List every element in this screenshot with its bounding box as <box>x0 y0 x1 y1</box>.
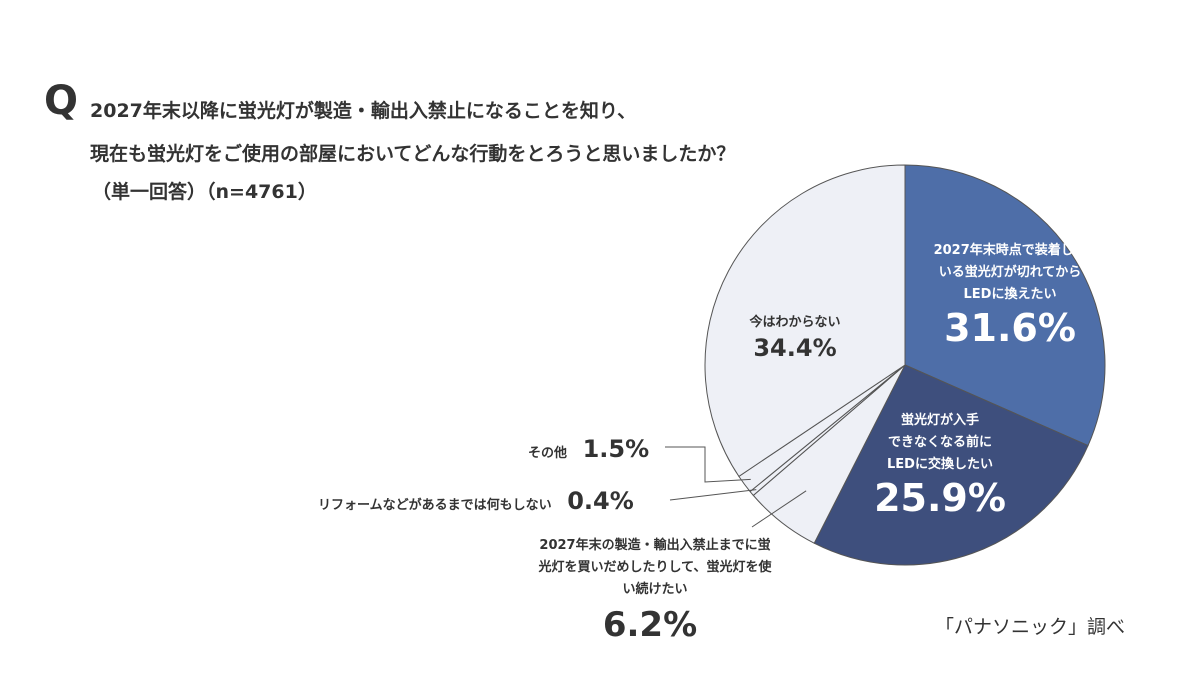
pie-slice-0 <box>904 164 1106 447</box>
slice-label-0: 2027年末時点で装着している蛍光灯が切れてからLEDに換えたい 31.6% <box>910 240 1110 350</box>
title-line-1: 2027年末以降に蛍光灯が製造・輸出入禁止になることを知り、 <box>90 100 637 122</box>
leader-line-other <box>665 446 751 483</box>
question-mark: Q <box>44 78 79 124</box>
title-line-2: 現在も蛍光灯をご使用の部屋においてどんな行動をとろうと思いましたか？ <box>90 143 736 165</box>
slice-3-value: 0.4% <box>567 487 634 515</box>
slice-1-line: 蛍光灯が入手 <box>900 413 979 428</box>
slice-label-3: リフォームなどがあるまでは何もしない 0.4% <box>318 487 634 517</box>
slice-5-line: 今はわからない <box>749 315 841 330</box>
slice-1-line: LEDに交換したい <box>887 457 993 472</box>
slice-1-line: できなくなる前に <box>887 435 992 450</box>
title-line-3: （単一回答）（n=4761） <box>92 181 317 203</box>
slice-label-5: 今はわからない 34.4% <box>720 312 870 362</box>
leader-line-nothing <box>669 489 757 501</box>
source-note: 「パナソニック」調べ <box>935 616 1126 638</box>
slice-2-value: 6.2% <box>602 605 698 645</box>
slice-1-value: 25.9% <box>874 476 1006 520</box>
slice-4-value: 1.5% <box>582 435 650 463</box>
slice-2-label-text: 2027年末の製造・輸出入禁止までに蛍光灯を買いだめしたりして、蛍光灯を使い続け… <box>538 538 772 597</box>
slice-label-4: その他 1.5% <box>528 435 649 465</box>
pie-slice-5 <box>704 164 906 478</box>
slice-0-label-text: 2027年末時点で装着している蛍光灯が切れてからLEDに換えたい <box>933 243 1087 302</box>
slice-0-value: 31.6% <box>944 306 1076 350</box>
pie-slice-1 <box>813 364 1089 566</box>
slice-3-line: リフォームなどがあるまでは何もしない <box>318 498 552 513</box>
leader-line-stockpile <box>751 490 807 528</box>
slice-label-1: 蛍光灯が入手 できなくなる前に LEDに交換したい 25.9% <box>845 410 1035 520</box>
slice-4-line: その他 <box>528 446 568 461</box>
slice-label-2: 2027年末の製造・輸出入禁止までに蛍光灯を買いだめしたりして、蛍光灯を使い続け… <box>510 535 800 601</box>
slice-5-value: 34.4% <box>753 334 837 362</box>
